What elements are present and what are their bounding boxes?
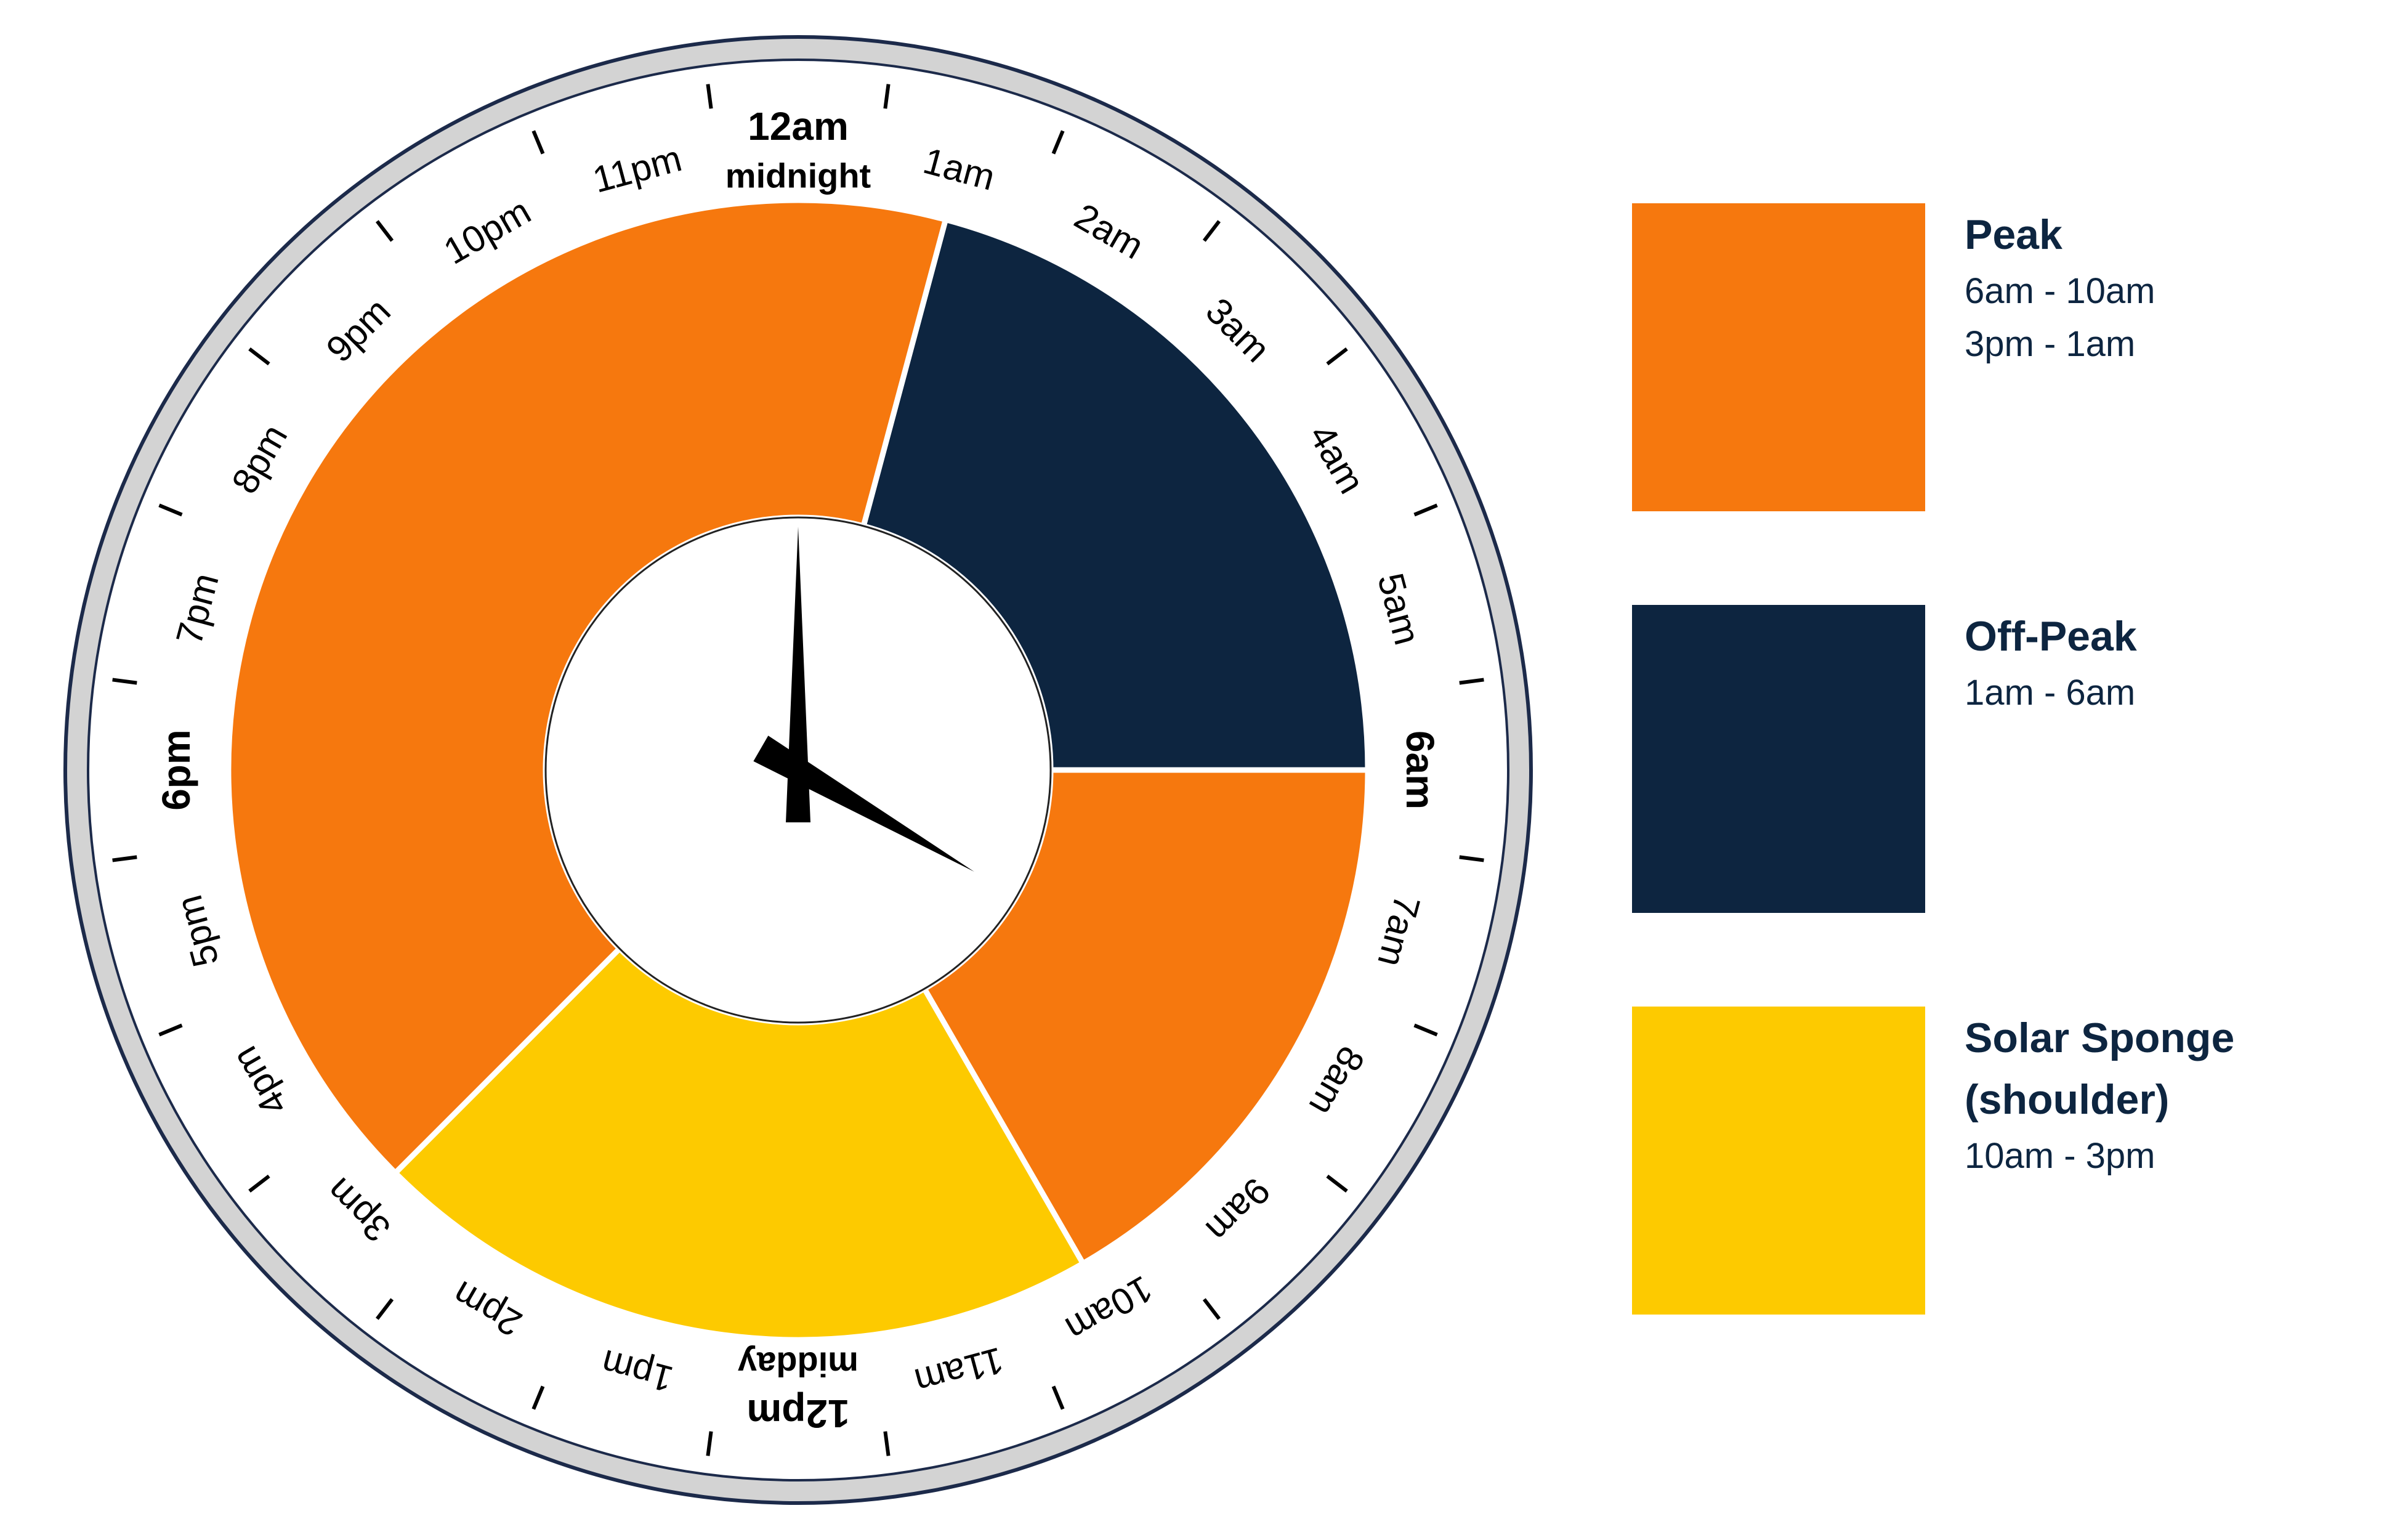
shoulder-swatch	[1632, 1007, 1925, 1315]
hour-label: 6am	[1398, 731, 1442, 809]
hour-tick	[248, 347, 270, 366]
hour-ticks	[112, 84, 1484, 1456]
midnight-label: midnight	[725, 156, 871, 195]
tariff-clock-diagram: 12am1am2am3am4am5am6am7am8am9am10am11am1…	[63, 35, 1533, 1505]
midday-label: midday	[738, 1345, 859, 1384]
hand-pivot	[790, 761, 807, 779]
hour-label: 12pm	[746, 1392, 849, 1436]
legend-time: 1am - 6am	[1965, 673, 2136, 713]
hour-tick	[1459, 678, 1484, 685]
hour-tick	[158, 1023, 183, 1037]
peak-swatch	[1632, 203, 1925, 511]
hour-tick	[706, 1431, 713, 1456]
hour-label: 12am	[748, 104, 849, 148]
hour-tick	[1202, 1298, 1221, 1320]
hour-tick	[1202, 220, 1221, 242]
clock-hands	[753, 527, 974, 872]
hour-tick	[375, 220, 394, 242]
hour-tick	[112, 855, 137, 862]
tariff-segments	[225, 197, 1371, 1343]
legend-time: 10am - 3pm	[1965, 1136, 2155, 1176]
hour-tick	[1051, 130, 1065, 155]
legend-name: Peak	[1965, 211, 2063, 258]
hour-tick	[1413, 503, 1438, 517]
minute-hand	[786, 527, 810, 822]
hour-tick	[1051, 1385, 1065, 1410]
legend-name: (shoulder)	[1965, 1076, 2170, 1123]
hour-label: 6pm	[154, 729, 198, 811]
legend-time: 6am - 10am	[1965, 271, 2155, 311]
hour-tick	[1326, 347, 1348, 366]
hour-tick	[706, 84, 713, 109]
hour-tick	[883, 84, 891, 109]
hour-tick	[1413, 1023, 1438, 1037]
legend-time: 3pm - 1am	[1965, 324, 2136, 364]
hour-tick	[158, 503, 183, 517]
hour-tick	[1459, 855, 1484, 862]
hour-tick	[112, 678, 137, 685]
hour-tick	[883, 1431, 891, 1456]
hour-tick	[531, 130, 545, 155]
off-peak-swatch	[1632, 605, 1925, 913]
legend-name: Off-Peak	[1965, 613, 2137, 660]
legend-name: Solar Sponge	[1965, 1015, 2235, 1061]
hour-tick	[375, 1298, 394, 1320]
hour-tick	[1326, 1174, 1348, 1193]
hour-hand	[753, 736, 974, 872]
hour-tick	[248, 1174, 270, 1193]
hour-tick	[531, 1385, 545, 1410]
